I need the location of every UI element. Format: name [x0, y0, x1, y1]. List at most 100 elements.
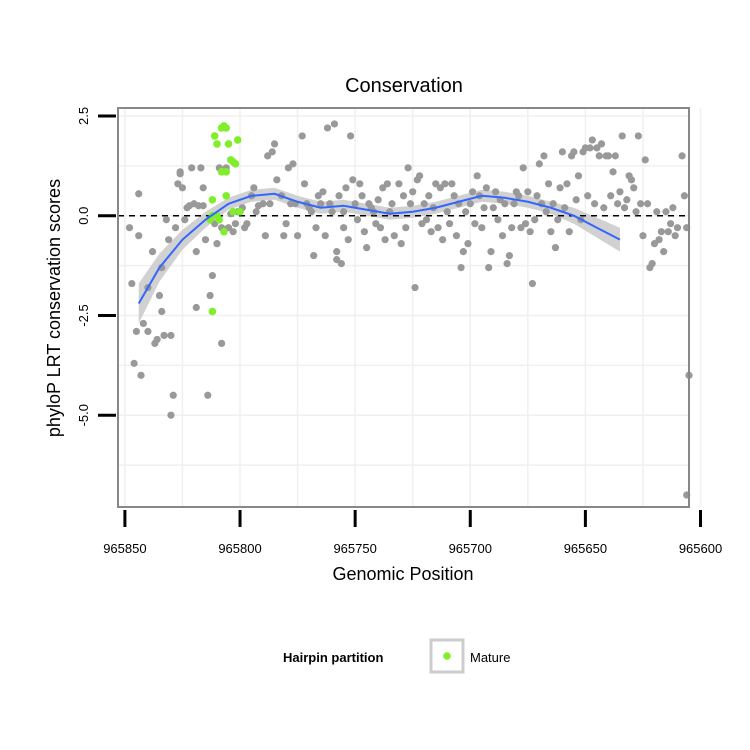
- data-point: [459, 248, 467, 256]
- mature-points: [206, 122, 244, 316]
- data-point: [510, 200, 518, 208]
- data-point: [471, 220, 479, 228]
- data-point: [144, 327, 152, 336]
- x-axis-title: Genomic Position: [332, 564, 473, 584]
- data-point: [452, 232, 461, 240]
- data-point: [595, 152, 603, 160]
- mature-data-point: [222, 124, 231, 132]
- data-point: [473, 172, 481, 180]
- x-tick-label: 965800: [218, 541, 261, 556]
- data-point: [439, 236, 447, 244]
- data-point: [623, 196, 631, 204]
- data-point: [374, 196, 382, 204]
- data-point: [132, 327, 141, 336]
- data-point: [404, 164, 412, 172]
- data-point: [597, 140, 606, 148]
- data-point: [531, 216, 539, 224]
- data-point: [243, 220, 251, 228]
- data-point: [171, 224, 180, 232]
- mature-data-point: [220, 227, 228, 236]
- mature-data-point: [215, 215, 224, 224]
- data-point: [521, 220, 530, 228]
- data-point: [158, 307, 166, 316]
- data-point: [231, 220, 240, 228]
- data-point: [162, 216, 170, 224]
- data-point: [584, 192, 592, 200]
- data-point: [155, 291, 164, 300]
- data-point: [135, 232, 143, 240]
- data-point: [627, 176, 636, 184]
- data-point: [448, 180, 456, 188]
- data-point: [648, 260, 656, 268]
- data-point: [549, 200, 557, 208]
- mature-data-point: [208, 307, 217, 316]
- mature-data-point: [233, 136, 242, 144]
- data-point: [491, 188, 500, 196]
- data-point: [503, 260, 511, 268]
- data-point: [544, 180, 553, 188]
- data-point: [609, 168, 617, 176]
- mature-data-point: [224, 140, 233, 148]
- data-point: [660, 248, 668, 256]
- data-point: [478, 224, 486, 232]
- x-tick-label: 965850: [103, 541, 146, 556]
- data-point: [178, 184, 187, 192]
- data-point: [181, 216, 189, 224]
- data-point: [487, 248, 495, 256]
- data-point: [395, 180, 403, 188]
- plot-panel-border: [117, 107, 690, 508]
- data-point: [321, 232, 329, 240]
- data-point: [547, 228, 555, 236]
- data-point: [558, 148, 566, 156]
- data-point: [570, 148, 578, 156]
- mature-data-point: [217, 168, 226, 176]
- x-tick-label: 965650: [564, 541, 607, 556]
- data-point: [680, 192, 688, 200]
- data-point: [540, 152, 548, 160]
- data-point: [666, 220, 675, 228]
- y-tick-label: 2.5: [76, 107, 91, 125]
- data-point: [643, 200, 652, 208]
- data-point: [356, 180, 364, 188]
- data-point: [229, 228, 237, 236]
- data-point: [457, 264, 465, 272]
- data-point: [464, 240, 472, 248]
- data-point: [363, 244, 371, 252]
- y-tick-label: -2.5: [76, 304, 91, 326]
- data-point: [620, 204, 629, 212]
- confidence-ribbon: [138, 187, 620, 324]
- data-point: [259, 200, 267, 208]
- data-point: [282, 220, 290, 228]
- data-point: [153, 335, 161, 344]
- data-point: [604, 152, 613, 160]
- data-point: [326, 200, 334, 208]
- data-point: [572, 196, 580, 204]
- data-point: [528, 279, 537, 288]
- data-point: [411, 283, 419, 292]
- data-point: [607, 192, 615, 200]
- data-point: [574, 172, 583, 180]
- data-point: [563, 180, 571, 188]
- data-point: [669, 204, 677, 212]
- data-point: [252, 208, 260, 216]
- data-point: [199, 202, 207, 210]
- data-point: [197, 164, 205, 172]
- data-point: [653, 208, 661, 216]
- data-point: [192, 303, 200, 312]
- mature-data-point: [222, 191, 231, 200]
- data-point: [261, 232, 269, 240]
- data-point: [614, 200, 622, 208]
- data-point: [218, 339, 226, 348]
- data-point: [346, 132, 355, 140]
- data-point: [199, 184, 207, 192]
- data-point: [213, 240, 221, 248]
- data-point: [330, 120, 339, 128]
- x-axis: 965850 965800 965750 965700 965650 965600: [103, 510, 722, 556]
- data-point: [420, 200, 428, 208]
- data-point: [611, 152, 619, 160]
- data-point: [360, 228, 368, 236]
- data-point: [671, 232, 679, 240]
- data-point: [494, 216, 502, 224]
- data-point: [388, 200, 396, 208]
- data-point: [588, 136, 596, 144]
